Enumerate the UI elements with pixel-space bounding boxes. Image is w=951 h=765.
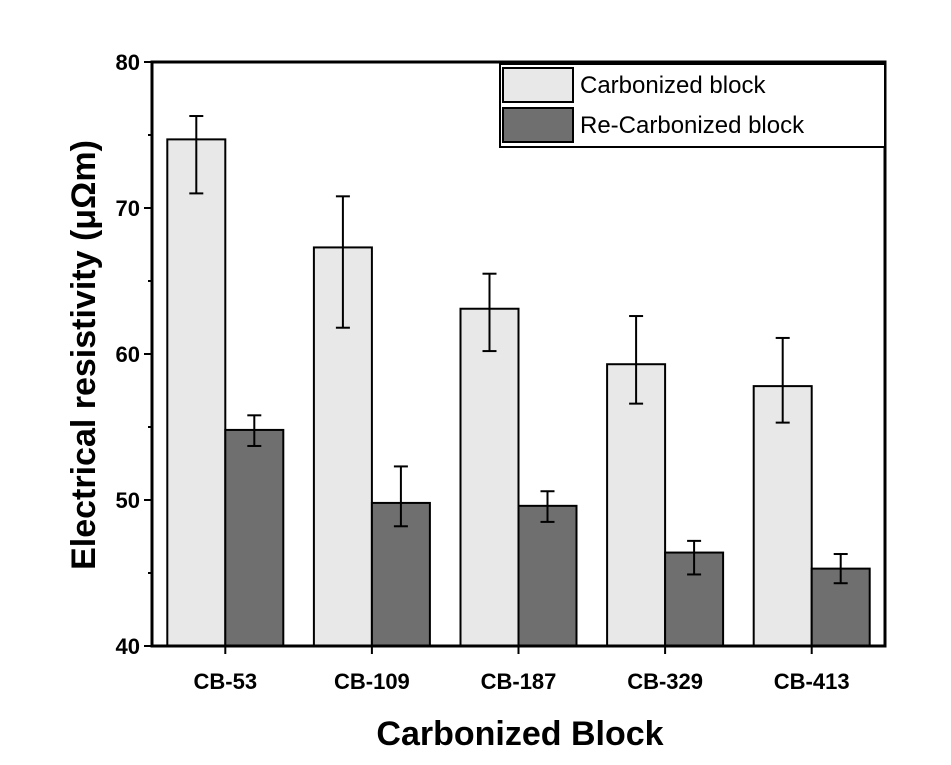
bar-carbonized-block-cb-53 <box>166 138 227 647</box>
x-tick-label: CB-413 <box>774 669 850 694</box>
error-bar-carbonized-block-cb-413 <box>775 336 790 424</box>
bar-re-carbonized-block-cb-187 <box>517 504 578 647</box>
legend: Carbonized block Re-Carbonized block <box>499 63 886 148</box>
x-tick-label: CB-53 <box>194 669 258 694</box>
x-axis-title: Carbonized Block <box>376 715 663 753</box>
bar-carbonized-block-cb-413 <box>752 385 813 647</box>
bars-layer <box>166 138 871 648</box>
y-axis-title: Electrical resistivity (μΩm) <box>65 140 103 570</box>
x-tick-label: CB-109 <box>334 669 410 694</box>
legend-swatch-carbonized <box>502 67 574 103</box>
legend-label-carbonized: Carbonized block <box>580 72 766 99</box>
axis-ticks-layer: CB-53 CB-109 CB-187 CB-329 CB-413 40 50 60 70 80 <box>116 50 850 694</box>
error-bar-carbonized-block-cb-109 <box>335 195 350 329</box>
y-tick-label: 60 <box>116 342 140 367</box>
bar-carbonized-block-cb-329 <box>606 363 667 647</box>
error-bars-layer <box>189 115 848 585</box>
legend-swatch-re-carbonized <box>502 107 574 143</box>
y-tick-label: 70 <box>116 196 140 221</box>
y-tick-label: 80 <box>116 50 140 75</box>
legend-label-re-carbonized: Re-Carbonized block <box>580 112 805 139</box>
error-bar-re-carbonized-block-cb-413 <box>833 553 848 585</box>
error-bar-carbonized-block-cb-53 <box>189 115 204 195</box>
x-tick-label: CB-187 <box>481 669 557 694</box>
error-bar-re-carbonized-block-cb-109 <box>393 465 408 528</box>
error-bar-re-carbonized-block-cb-187 <box>540 490 555 523</box>
error-bar-carbonized-block-cb-187 <box>482 272 497 353</box>
error-bar-carbonized-block-cb-329 <box>629 315 644 405</box>
error-bar-re-carbonized-block-cb-329 <box>687 539 702 576</box>
bar-carbonized-block-cb-187 <box>459 307 520 647</box>
bar-re-carbonized-block-cb-53 <box>224 428 285 648</box>
x-tick-label: CB-329 <box>627 669 703 694</box>
y-tick-label: 50 <box>116 488 140 513</box>
y-tick-label: 40 <box>116 634 140 659</box>
error-bar-re-carbonized-block-cb-53 <box>247 414 262 447</box>
